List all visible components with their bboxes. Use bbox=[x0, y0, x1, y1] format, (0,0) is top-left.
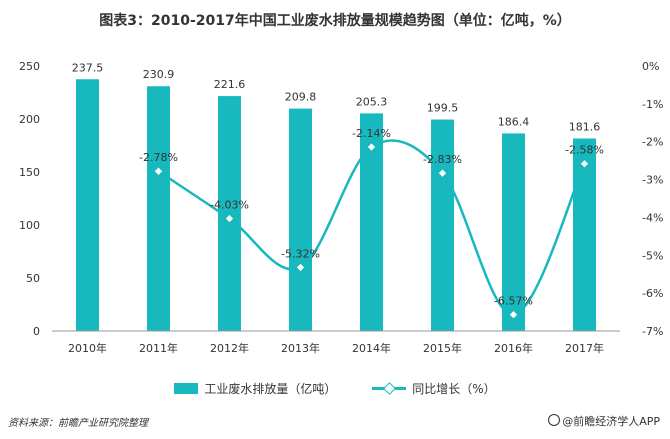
bar-value-label: 237.5 bbox=[72, 61, 104, 74]
bar bbox=[431, 119, 454, 331]
line-point-marker bbox=[579, 158, 590, 170]
legend: 工业废水排放量（亿吨） 同比增长（%） bbox=[0, 380, 670, 397]
brand-text: @前瞻经济学人APP bbox=[562, 415, 660, 428]
legend-item-line: 同比增长（%） bbox=[372, 380, 496, 397]
line-point-marker bbox=[224, 213, 235, 224]
brand-logo-icon bbox=[548, 414, 561, 426]
y-axis-right: 0% -1% -2% -3% -4% -5% -6% -7% bbox=[642, 60, 663, 338]
x-tick-label: 2014年 bbox=[352, 341, 391, 355]
x-tick-label: 2011年 bbox=[139, 341, 178, 355]
line-value-label: -2.14% bbox=[352, 127, 391, 140]
brand-credit: @前瞻经济学人APP bbox=[548, 413, 660, 429]
bar-value-label: 221.6 bbox=[214, 78, 246, 91]
bar bbox=[360, 113, 383, 332]
line-value-label: -5.32% bbox=[281, 247, 320, 260]
line-point-marker bbox=[508, 309, 519, 321]
data-labels: 237.5 230.9 221.6 209.8 205.3 199.5 186.4 181.6… bbox=[72, 61, 604, 307]
x-axis: 2010年 2011年 2012年 2013年 2014年 2015年 2016年 2017年 bbox=[52, 330, 620, 355]
legend-line-swatch bbox=[372, 383, 407, 394]
legend-bar-label: 工业废水排放量（亿吨） bbox=[204, 382, 337, 396]
line-series bbox=[153, 139, 590, 321]
bar-value-label: 199.5 bbox=[427, 102, 459, 115]
x-tick-label: 2010年 bbox=[68, 341, 107, 355]
y-right-tick-label: -1% bbox=[642, 98, 663, 111]
line-value-label: -2.83% bbox=[423, 153, 462, 166]
x-tick-label: 2013年 bbox=[281, 341, 320, 355]
bar bbox=[573, 138, 596, 331]
y-axis-left: 0 50 100 150 200 250 bbox=[19, 60, 40, 338]
legend-item-bar: 工业废水排放量（亿吨） bbox=[174, 380, 336, 397]
y-left-tick-label: 0 bbox=[33, 325, 40, 338]
bar bbox=[502, 133, 525, 331]
line-value-label: -6.57% bbox=[494, 295, 533, 308]
bar-value-label: 186.4 bbox=[498, 115, 530, 128]
y-right-tick-label: -4% bbox=[642, 211, 663, 224]
y-right-tick-label: 0% bbox=[642, 60, 659, 73]
x-tick-label: 2017年 bbox=[565, 341, 604, 355]
y-left-tick-label: 150 bbox=[19, 166, 40, 179]
bar-value-label: 181.6 bbox=[569, 121, 601, 134]
bar-value-label: 205.3 bbox=[356, 95, 388, 108]
line-point-marker bbox=[153, 165, 164, 177]
x-tick-label: 2015年 bbox=[423, 341, 462, 355]
bar bbox=[147, 86, 170, 331]
bar-value-label: 209.8 bbox=[285, 91, 317, 104]
line-value-label: -2.78% bbox=[139, 151, 178, 164]
legend-bar-swatch bbox=[174, 383, 199, 394]
y-left-tick-label: 100 bbox=[19, 219, 40, 232]
legend-line-label: 同比增长（%） bbox=[412, 382, 496, 396]
line-value-label: -2.58% bbox=[565, 144, 604, 157]
line-point-marker bbox=[295, 262, 306, 273]
y-right-tick-label: -3% bbox=[642, 174, 663, 187]
bar-value-label: 230.9 bbox=[143, 68, 175, 81]
growth-line bbox=[157, 139, 586, 316]
line-point-marker bbox=[366, 141, 377, 153]
y-right-tick-label: -5% bbox=[642, 249, 663, 262]
y-right-tick-label: -7% bbox=[642, 325, 663, 338]
line-value-label: -4.03% bbox=[210, 199, 249, 212]
y-left-tick-label: 200 bbox=[19, 113, 40, 126]
y-right-tick-label: -6% bbox=[642, 287, 663, 300]
source-note: 资料来源：前瞻产业研究院整理 bbox=[8, 418, 148, 429]
y-left-tick-label: 50 bbox=[26, 272, 40, 285]
x-tick-label: 2016年 bbox=[494, 341, 533, 355]
y-right-tick-label: -2% bbox=[642, 136, 663, 149]
chart-title: 图表3：2010-2017年中国工业废水排放量规模趋势图（单位：亿吨，%） bbox=[99, 13, 571, 29]
line-point-marker bbox=[437, 167, 448, 179]
y-left-tick-label: 250 bbox=[19, 60, 40, 73]
bar bbox=[76, 79, 99, 331]
x-tick-label: 2012年 bbox=[210, 341, 249, 355]
bar bbox=[289, 108, 312, 331]
